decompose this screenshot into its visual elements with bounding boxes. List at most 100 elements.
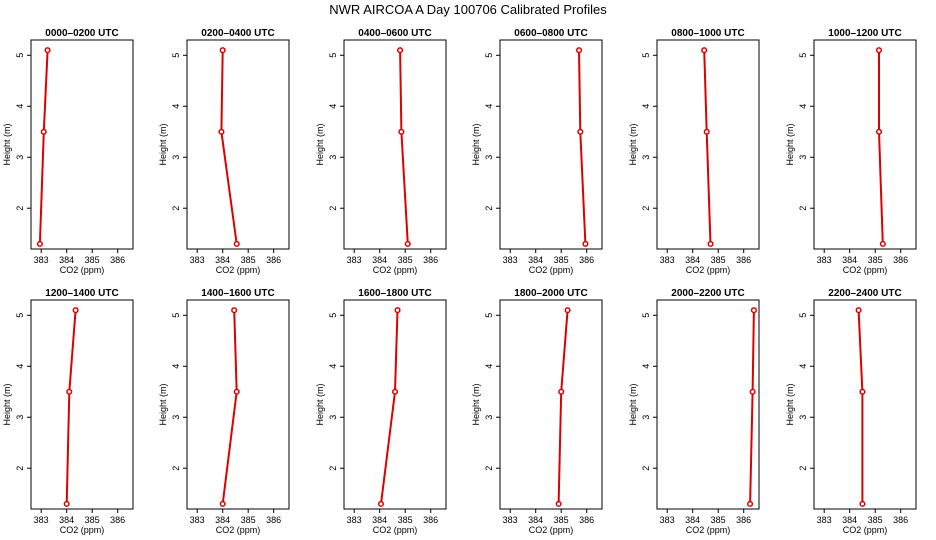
x-tick-label: 383 — [34, 515, 49, 525]
data-point — [233, 240, 240, 247]
data-point — [391, 388, 399, 395]
panel-title: 1000–1200 UTC — [828, 28, 901, 39]
x-tick-label: 385 — [711, 255, 726, 265]
plot-frame — [30, 39, 134, 250]
panel-title: 0200–0400 UTC — [201, 28, 274, 39]
series-line — [857, 310, 864, 504]
panel-title: 2200–2400 UTC — [828, 288, 901, 299]
x-tick-label: 384 — [59, 515, 74, 525]
x-tick-label: 383 — [190, 515, 205, 525]
y-tick-label: 4 — [171, 364, 181, 369]
x-tick-label: 384 — [372, 255, 387, 265]
y-axis-label: Height (m) — [315, 383, 325, 425]
profile-panel: 0400–0600 UTC 383 384 385 386 2 3 4 5 CO2 (ppm) He… — [315, 28, 447, 275]
x-axis-label: CO2 (ppm) — [216, 525, 261, 535]
data-point — [703, 128, 710, 135]
data-point — [233, 388, 240, 395]
series-line — [65, 310, 77, 504]
y-tick-label: 3 — [15, 415, 25, 420]
y-tick-label: 5 — [798, 53, 808, 58]
y-axis-label: Height (m) — [2, 123, 12, 165]
x-tick-label: 385 — [711, 515, 726, 525]
x-axis-label: CO2 (ppm) — [529, 265, 574, 275]
x-tick-label: 383 — [34, 255, 49, 265]
y-tick-label: 5 — [15, 53, 25, 58]
y-axis-label: Height (m) — [785, 123, 795, 165]
data-point — [66, 388, 73, 395]
x-tick-label: 385 — [868, 255, 883, 265]
data-point — [398, 128, 405, 135]
y-tick-label: 3 — [798, 155, 808, 160]
x-tick-label: 383 — [347, 515, 362, 525]
y-tick-label: 4 — [484, 364, 494, 369]
y-tick-label: 3 — [15, 155, 25, 160]
series-line — [749, 310, 755, 504]
x-tick-label: 385 — [85, 515, 100, 525]
x-tick-label: 386 — [893, 515, 908, 525]
x-axis-label: CO2 (ppm) — [843, 265, 888, 275]
series-line — [878, 50, 884, 244]
data-point — [44, 47, 51, 54]
plot-frame — [30, 299, 134, 510]
x-axis-label: CO2 (ppm) — [373, 525, 418, 535]
panels-container: 0000–0200 UTC 383 384 385 386 2 3 4 5 CO2 (ppm) He… — [2, 28, 917, 535]
data-point — [707, 240, 714, 247]
data-point — [582, 240, 589, 247]
y-axis-label: Height (m) — [628, 123, 638, 165]
profile-panel: 1800–2000 UTC 383 384 385 386 2 3 4 5 CO2 (ppm) He… — [471, 288, 603, 535]
y-tick-label: 2 — [171, 206, 181, 211]
data-point — [875, 47, 883, 54]
x-axis-label: CO2 (ppm) — [216, 265, 261, 275]
data-point — [859, 500, 866, 507]
data-point — [558, 388, 565, 395]
data-point — [397, 47, 404, 54]
x-tick-label: 386 — [423, 515, 438, 525]
x-tick-label: 385 — [554, 255, 569, 265]
x-axis-label: CO2 (ppm) — [843, 525, 888, 535]
x-tick-label: 383 — [817, 255, 832, 265]
x-axis-label: CO2 (ppm) — [686, 525, 731, 535]
data-point — [577, 128, 584, 135]
y-tick-label: 4 — [328, 364, 338, 369]
panel-title: 1600–1800 UTC — [358, 288, 431, 299]
x-tick-label: 385 — [398, 515, 413, 525]
x-tick-label: 385 — [241, 515, 256, 525]
y-tick-label: 5 — [484, 313, 494, 318]
profile-panel: 2000–2200 UTC 383 384 385 386 2 3 4 5 CO2 (ppm) He… — [628, 288, 760, 535]
y-tick-label: 3 — [798, 415, 808, 420]
y-tick-label: 3 — [171, 155, 181, 160]
figure-title: NWR AIRCOA A Day 100706 Calibrated Profi… — [329, 2, 607, 17]
y-axis-label: Height (m) — [315, 123, 325, 165]
plot-frame — [343, 39, 447, 250]
plot-frame — [186, 39, 290, 250]
profile-panel: 1200–1400 UTC 383 384 385 386 2 3 4 5 CO2 (ppm) He… — [2, 288, 134, 535]
x-tick-label: 384 — [842, 255, 857, 265]
data-point — [855, 307, 862, 314]
y-tick-label: 2 — [15, 206, 25, 211]
plot-frame — [656, 39, 760, 250]
data-point — [750, 307, 757, 314]
x-tick-label: 384 — [215, 255, 230, 265]
y-tick-label: 4 — [15, 364, 25, 369]
x-tick-label: 385 — [398, 255, 413, 265]
data-point — [576, 47, 583, 54]
y-tick-label: 2 — [484, 206, 494, 211]
data-point — [63, 500, 70, 507]
x-tick-label: 386 — [579, 255, 594, 265]
plot-frame — [656, 299, 760, 510]
data-point — [875, 128, 883, 135]
x-tick-label: 384 — [842, 515, 857, 525]
x-tick-label: 386 — [579, 515, 594, 525]
data-point — [749, 388, 756, 395]
x-tick-label: 385 — [868, 515, 883, 525]
series-line — [220, 50, 238, 245]
x-tick-label: 383 — [660, 255, 675, 265]
y-tick-label: 2 — [328, 206, 338, 211]
x-tick-label: 384 — [528, 255, 543, 265]
data-point — [219, 47, 226, 54]
data-point — [36, 240, 43, 247]
x-tick-label: 386 — [893, 255, 908, 265]
x-tick-label: 384 — [685, 515, 700, 525]
x-axis-label: CO2 (ppm) — [60, 525, 105, 535]
y-tick-label: 5 — [171, 53, 181, 58]
